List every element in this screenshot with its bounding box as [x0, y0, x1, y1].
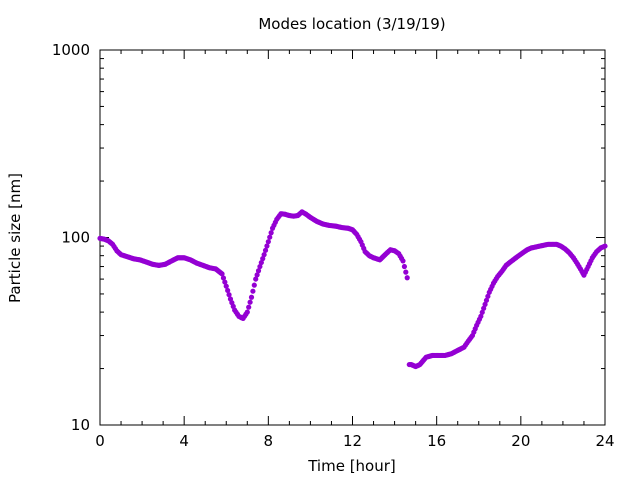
data-point — [268, 230, 274, 236]
data-point — [478, 313, 484, 319]
data-point — [261, 252, 267, 258]
data-point — [401, 263, 408, 270]
data-point — [602, 243, 608, 249]
y-tick-label: 10 — [71, 416, 90, 434]
chart-title: Modes location (3/19/19) — [258, 15, 445, 33]
y-axis-label: Particle size [nm] — [6, 173, 24, 303]
x-tick-label: 20 — [511, 432, 530, 450]
data-point — [267, 234, 273, 240]
data-point — [258, 259, 264, 266]
data-point — [265, 239, 271, 245]
data-point — [226, 292, 232, 298]
y-tick-label: 100 — [61, 229, 90, 247]
x-axis-label: Time [hour] — [307, 457, 396, 475]
data-point — [482, 301, 488, 307]
data-point — [251, 282, 257, 288]
data-point — [485, 293, 491, 299]
x-tick-label: 12 — [343, 432, 362, 450]
data-point — [244, 309, 250, 315]
data-point — [483, 297, 490, 303]
x-tick-labels: 0 4 8 12 16 20 24 — [95, 432, 614, 450]
data-point — [400, 258, 406, 264]
data-point — [257, 263, 263, 270]
data-point — [247, 299, 253, 305]
x-tick-label: 4 — [179, 432, 189, 450]
y-tick-labels: 10 100 1000 — [52, 41, 90, 434]
data-point — [223, 283, 229, 289]
data-point — [222, 279, 228, 285]
data-point — [255, 268, 262, 274]
x-tick-label: 8 — [264, 432, 274, 450]
data-point — [253, 276, 259, 282]
data-point — [220, 275, 227, 281]
data-point — [250, 288, 256, 294]
x-tick-label: 24 — [595, 432, 614, 450]
data-point — [225, 287, 231, 294]
data-point — [404, 275, 410, 281]
data-point — [219, 271, 225, 277]
x-tick-label: 16 — [427, 432, 446, 450]
data-point — [254, 272, 260, 278]
y-tick-label: 1000 — [52, 41, 90, 59]
data-point — [264, 243, 270, 249]
plot-frame — [99, 49, 606, 426]
data-point — [246, 304, 252, 310]
axis-ticks — [99, 49, 606, 426]
data-point — [403, 269, 409, 275]
data-point — [479, 309, 485, 315]
data-point — [260, 256, 266, 262]
data-point — [481, 305, 487, 311]
data-point — [248, 294, 255, 300]
x-tick-label: 0 — [95, 432, 105, 450]
data-point — [262, 247, 269, 253]
data-points — [97, 209, 608, 370]
